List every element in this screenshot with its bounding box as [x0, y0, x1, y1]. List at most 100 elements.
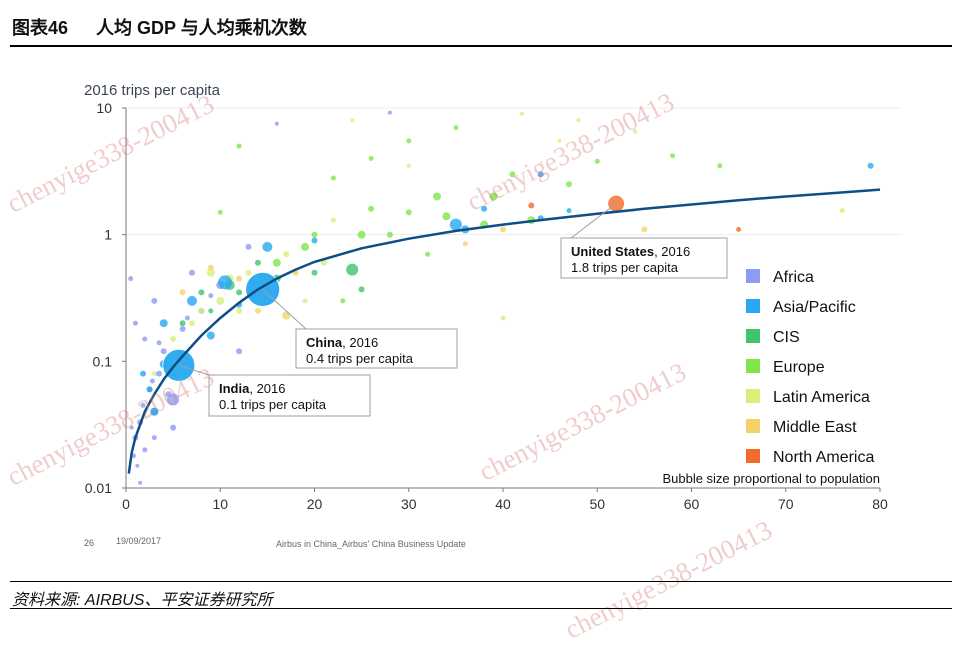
bubble-size-note: Bubble size proportional to population — [662, 471, 880, 486]
figure-title-text: 人均 GDP 与人均乘机次数 — [96, 18, 307, 38]
data-point — [340, 298, 346, 304]
data-point — [509, 171, 516, 178]
y-tick-label: 0.01 — [85, 480, 112, 496]
slide-page-number: 26 — [84, 538, 94, 548]
data-point — [129, 425, 134, 430]
figure-title: 图表46 人均 GDP 与人均乘机次数 — [12, 14, 307, 40]
data-point — [405, 209, 412, 216]
data-point — [368, 205, 375, 212]
data-point — [198, 289, 205, 296]
y-tick-label: 0.1 — [93, 353, 113, 369]
data-point — [262, 241, 273, 252]
data-point — [557, 138, 562, 143]
data-point — [236, 143, 242, 149]
data-point — [311, 231, 318, 238]
data-point — [189, 320, 195, 327]
data-point — [206, 331, 215, 340]
data-point — [282, 311, 291, 320]
data-point — [500, 315, 506, 321]
data-point — [218, 275, 232, 290]
data-point — [216, 296, 225, 305]
data-point — [357, 230, 366, 239]
data-point — [179, 289, 186, 296]
legend-swatch — [746, 329, 760, 343]
data-point — [839, 208, 845, 214]
callout-year: , 2016 — [654, 244, 690, 259]
data-point — [146, 386, 153, 393]
data-point — [151, 371, 157, 377]
data-point — [330, 175, 336, 181]
x-tick-label: 20 — [307, 496, 323, 512]
callout-name: India — [219, 381, 250, 396]
x-tick-label: 10 — [212, 496, 228, 512]
data-point — [386, 231, 393, 238]
data-point — [462, 241, 468, 247]
legend-label: Latin America — [773, 389, 870, 406]
data-point — [311, 269, 318, 276]
data-point — [566, 208, 572, 214]
y-tick-label: 10 — [96, 100, 112, 116]
callout-line — [178, 364, 210, 376]
source-top-rule — [10, 581, 952, 582]
legend-label: Asia/Pacific — [773, 299, 856, 316]
y-axis-label: 2016 trips per capita — [84, 82, 221, 99]
data-point — [140, 402, 146, 408]
data-point — [254, 307, 261, 314]
data-point — [594, 158, 600, 164]
legend-swatch — [746, 449, 760, 463]
data-point — [274, 121, 279, 126]
data-point — [633, 129, 637, 134]
data-point — [453, 125, 459, 131]
data-point — [576, 118, 581, 123]
data-point — [283, 251, 290, 258]
data-point — [206, 268, 215, 277]
source-note: 资料来源: AIRBUS、平安证券研究所 — [12, 592, 273, 609]
callout-box — [295, 328, 458, 369]
data-point — [245, 243, 252, 250]
data-point — [167, 393, 180, 406]
data-point — [537, 171, 544, 178]
data-point — [311, 237, 318, 244]
data-point — [198, 307, 205, 314]
gridlines — [126, 107, 902, 236]
data-point — [528, 202, 535, 209]
callout-value: 1.8 trips per capita — [571, 260, 679, 275]
callout-line — [262, 288, 307, 330]
data-point — [128, 276, 134, 282]
callout-value: 0.1 trips per capita — [219, 397, 327, 412]
source-bottom-rule — [10, 608, 952, 609]
data-point — [254, 259, 261, 266]
callout-title: China, 2016 — [306, 335, 378, 350]
data-point — [142, 447, 148, 453]
callout-year: , 2016 — [249, 381, 285, 396]
callout-title: India, 2016 — [219, 381, 286, 396]
bubble-chart: 2016 trips per capita 0 10 20 30 40 50 60 70 800… — [84, 82, 902, 549]
data-point — [350, 118, 355, 123]
data-point — [301, 242, 310, 251]
data-point — [217, 209, 223, 215]
data-point — [184, 315, 190, 321]
data-point — [670, 153, 676, 159]
legend-label: North America — [773, 449, 874, 466]
data-point — [500, 226, 506, 233]
data-point — [149, 378, 155, 384]
data-point — [179, 326, 186, 332]
data-point — [272, 258, 281, 267]
data-point — [489, 192, 498, 201]
data-point — [519, 111, 524, 116]
data-point — [189, 269, 195, 276]
legend-label: Middle East — [773, 419, 857, 436]
data-point — [160, 348, 167, 355]
data-point — [717, 163, 723, 169]
data-point — [442, 212, 451, 221]
data-point — [132, 320, 138, 326]
x-tick-label: 40 — [495, 496, 511, 512]
x-tick-label: 0 — [122, 496, 130, 512]
x-tick-label: 30 — [401, 496, 417, 512]
data-point — [406, 163, 411, 168]
legend-label: Africa — [773, 269, 814, 286]
data-point — [135, 463, 140, 468]
bubbles — [128, 110, 874, 485]
top-rule — [10, 45, 952, 47]
legend-swatch — [746, 389, 760, 403]
